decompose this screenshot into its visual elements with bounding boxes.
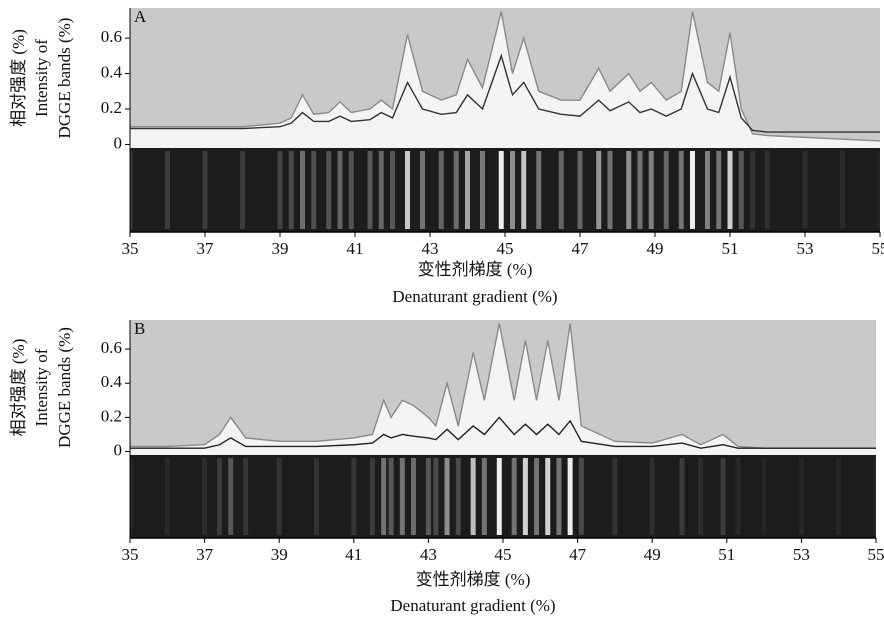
y-axis-label: 相对强度 (%): [9, 339, 28, 437]
x-axis-label: Denaturant gradient (%): [390, 596, 555, 615]
profile-area: [130, 11, 880, 148]
x-tick-label: 37: [197, 239, 215, 258]
profile-line: [130, 11, 881, 142]
y-axis-label: 相对强度 (%): [9, 29, 28, 127]
y-axis-label: DGGE bands (%): [55, 327, 74, 448]
x-tick-label: 53: [793, 545, 810, 564]
profile-line: [130, 416, 876, 449]
x-tick-label: 55: [872, 239, 884, 258]
x-tick-label: 47: [572, 239, 590, 258]
x-axis-label: Denaturant gradient (%): [392, 287, 557, 306]
y-axis-label: Intensity of: [32, 39, 51, 117]
x-tick-label: 39: [272, 239, 289, 258]
x-tick-label: 35: [122, 545, 139, 564]
y-axis-label: DGGE bands (%): [55, 18, 74, 139]
x-tick-label: 51: [718, 545, 735, 564]
x-tick-label: 41: [347, 239, 364, 258]
x-tick-label: 41: [345, 545, 362, 564]
x-tick-label: 47: [569, 545, 587, 564]
x-tick-label: 35: [122, 239, 139, 258]
x-tick-label: 39: [271, 545, 288, 564]
gel-strip: [130, 148, 880, 232]
x-tick-label: 43: [420, 545, 437, 564]
panel-label: B: [134, 319, 145, 338]
x-tick-label: 51: [722, 239, 739, 258]
x-tick-label: 45: [497, 239, 514, 258]
gel-strip: [130, 455, 876, 538]
x-tick-label: 43: [422, 239, 439, 258]
profile-line: [130, 53, 880, 133]
y-tick-label: 0: [114, 440, 123, 459]
y-tick-label: 0.4: [101, 62, 123, 81]
x-axis-label: 变性剂梯度 (%): [418, 260, 533, 279]
x-tick-label: 49: [644, 545, 661, 564]
x-tick-label: 53: [797, 239, 814, 258]
y-tick-label: 0.2: [101, 98, 122, 117]
profile-line: [130, 323, 876, 449]
profile-area: [130, 323, 876, 455]
x-tick-label: 37: [196, 545, 214, 564]
y-tick-label: 0.2: [101, 406, 122, 425]
y-tick-label: 0.6: [101, 27, 122, 46]
panel-label: A: [134, 7, 147, 26]
x-tick-label: 49: [647, 239, 664, 258]
y-tick-label: 0: [114, 133, 123, 152]
x-tick-label: 45: [495, 545, 512, 564]
y-tick-label: 0.4: [101, 372, 123, 391]
x-axis-label: 变性剂梯度 (%): [416, 570, 531, 589]
x-tick-label: 55: [868, 545, 884, 564]
y-tick-label: 0.6: [101, 338, 122, 357]
y-axis-label: Intensity of: [32, 348, 51, 426]
